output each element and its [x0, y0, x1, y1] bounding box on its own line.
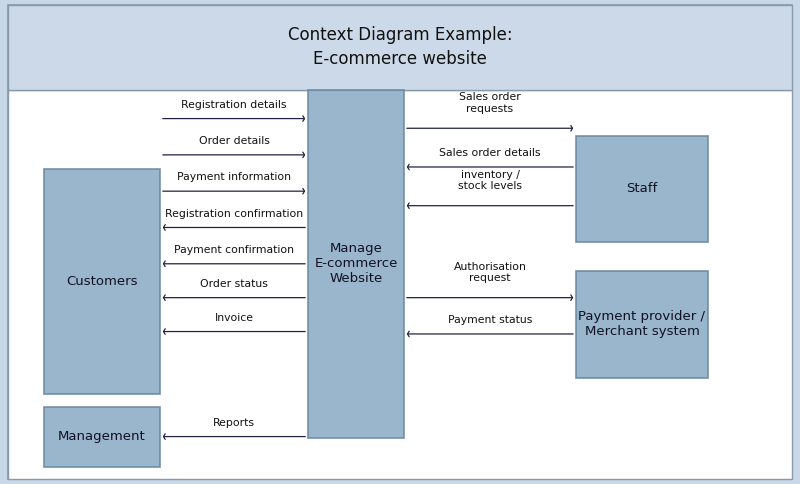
Text: Reports: Reports — [213, 418, 255, 428]
Text: Manage
E-commerce
Website: Manage E-commerce Website — [314, 242, 398, 285]
Text: Sales order
requests: Sales order requests — [459, 92, 521, 114]
Text: Sales order details: Sales order details — [439, 148, 541, 158]
FancyBboxPatch shape — [44, 407, 160, 467]
Text: Invoice: Invoice — [214, 313, 254, 323]
Text: Order status: Order status — [200, 279, 268, 289]
FancyBboxPatch shape — [44, 169, 160, 394]
Text: E-commerce website: E-commerce website — [313, 50, 487, 68]
Text: Customers: Customers — [66, 275, 138, 288]
FancyBboxPatch shape — [576, 136, 708, 242]
Text: Payment status: Payment status — [448, 315, 532, 325]
FancyBboxPatch shape — [308, 90, 404, 438]
Text: Order details: Order details — [198, 136, 270, 146]
Text: Authorisation
request: Authorisation request — [454, 261, 526, 283]
Text: Payment provider /
Merchant system: Payment provider / Merchant system — [578, 310, 706, 338]
Text: inventory /
stock levels: inventory / stock levels — [458, 169, 522, 191]
FancyBboxPatch shape — [576, 271, 708, 378]
Text: Staff: Staff — [626, 182, 658, 195]
Text: Context Diagram Example:: Context Diagram Example: — [288, 26, 512, 44]
Bar — [8, 90, 792, 479]
Text: Payment information: Payment information — [177, 172, 291, 182]
Bar — [8, 5, 792, 90]
Text: Management: Management — [58, 430, 146, 443]
Text: Registration details: Registration details — [182, 100, 286, 110]
Text: Registration confirmation: Registration confirmation — [165, 209, 303, 219]
Text: Payment confirmation: Payment confirmation — [174, 245, 294, 255]
